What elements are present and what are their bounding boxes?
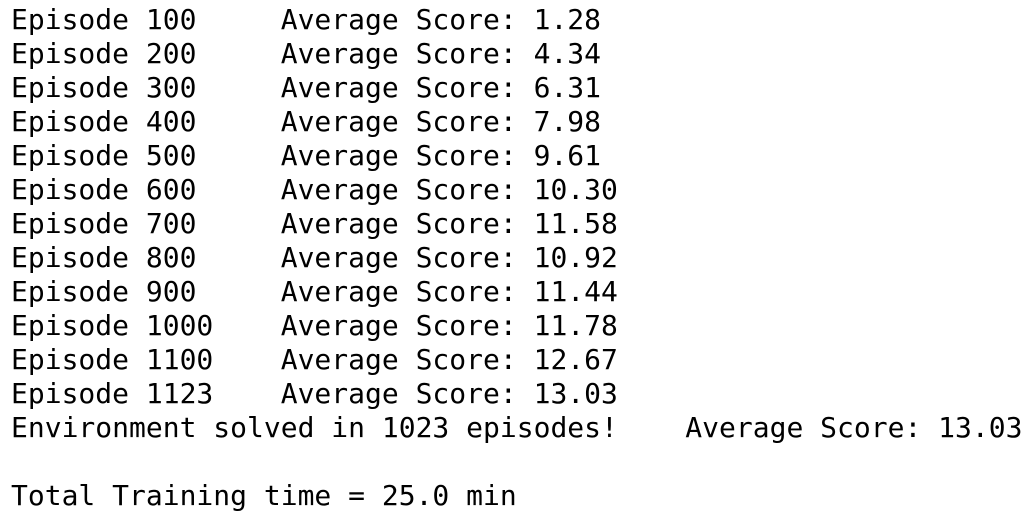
log-line-episode-1123: Episode 1123 Average Score: 13.03	[11, 377, 618, 410]
log-line-episode-400: Episode 400 Average Score: 7.98	[11, 105, 602, 138]
log-line-episode-800: Episode 800 Average Score: 10.92	[11, 241, 618, 274]
log-line-episode-700: Episode 700 Average Score: 11.58	[11, 207, 618, 240]
log-line-episode-600: Episode 600 Average Score: 10.30	[11, 173, 618, 206]
log-line-episode-900: Episode 900 Average Score: 11.44	[11, 275, 618, 308]
training-time-line: Total Training time = 25.0 min	[11, 479, 517, 512]
log-line-episode-1000: Episode 1000 Average Score: 11.78	[11, 309, 618, 342]
log-line-episode-1100: Episode 1100 Average Score: 12.67	[11, 343, 618, 376]
solved-message: Environment solved in 1023 episodes! Ave…	[11, 411, 1023, 444]
blank-line	[11, 445, 1030, 479]
log-line-episode-200: Episode 200 Average Score: 4.34	[11, 37, 602, 70]
log-line-episode-500: Episode 500 Average Score: 9.61	[11, 139, 602, 172]
log-line-episode-100: Episode 100 Average Score: 1.28	[11, 3, 602, 36]
log-line-episode-300: Episode 300 Average Score: 6.31	[11, 71, 602, 104]
